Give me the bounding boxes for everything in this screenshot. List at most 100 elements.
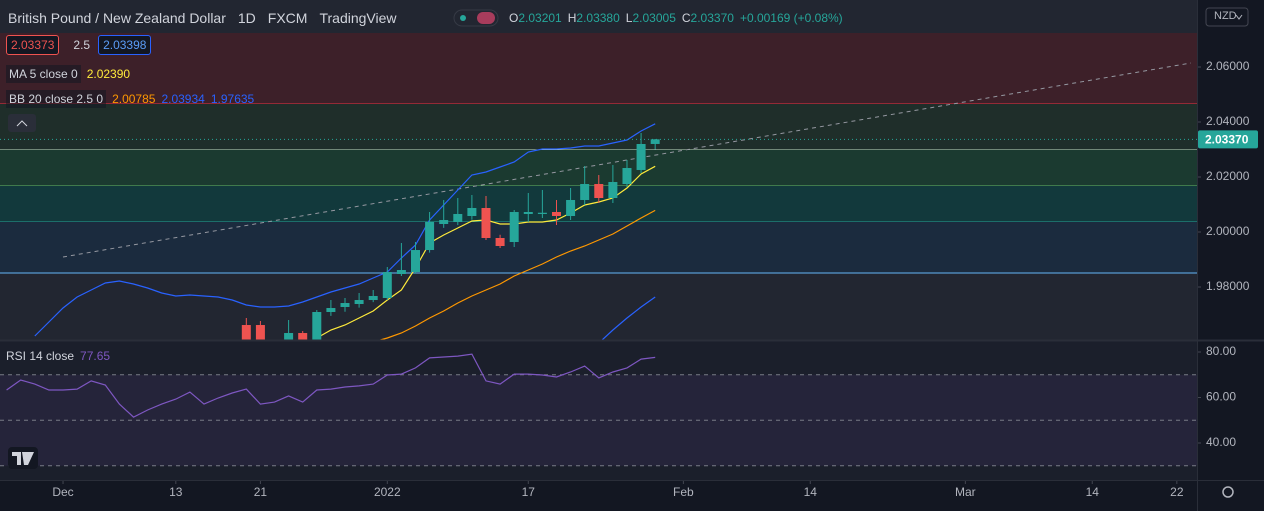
rsi-line <box>6 353 656 418</box>
x-tick-label: 17 <box>522 485 536 499</box>
indicator-legend: MA 5 close 0 2.02390 <box>6 65 260 83</box>
candle-body <box>396 270 406 274</box>
candle-body <box>354 300 364 305</box>
ask[interactable]: 2.03398 <box>98 35 152 55</box>
status-flag <box>477 12 495 24</box>
candle-body <box>255 325 265 340</box>
logo-mark <box>12 452 34 465</box>
last-price-label: 2.03370 <box>1205 132 1249 146</box>
currency: NZD <box>1214 10 1243 22</box>
x-tick-label: 21 <box>254 485 268 499</box>
x-tick-label: 14 <box>1086 485 1100 499</box>
x-tick-label: 22 <box>1170 485 1184 499</box>
currency-caret <box>1235 14 1243 20</box>
source: FXCM <box>267 10 308 26</box>
indicator-value: 2.00785 <box>112 92 156 106</box>
candle-body <box>509 212 519 243</box>
candle-body <box>312 312 322 340</box>
currency-label: NZD <box>1214 10 1237 22</box>
candle-body <box>368 295 378 301</box>
ohlc-label: H <box>567 11 577 25</box>
y-tick-label: 2.00000 <box>1206 224 1250 238</box>
y-tick-label: 60.00 <box>1206 390 1236 404</box>
indicator-value: 2.02390 <box>86 67 131 81</box>
x-tick-label: Dec <box>52 485 73 499</box>
y-tick-label: 40.00 <box>1206 435 1236 449</box>
indicator-line <box>601 296 656 340</box>
ohlc-label: O <box>509 11 519 25</box>
ohlc-value: 2.03005 <box>632 11 676 25</box>
x-tick-label: 14 <box>804 485 818 499</box>
candle-body <box>241 325 251 340</box>
candle-body <box>580 184 590 200</box>
ohlc: O 2.03201 H 2.03380 L 2.03005 C 2.03370 +0.0… <box>509 11 849 25</box>
candle-body <box>425 221 435 251</box>
candle-body <box>622 168 632 185</box>
trend-line <box>62 62 1191 258</box>
x-tick-label: Feb <box>673 485 694 499</box>
candle-body <box>594 184 604 199</box>
candle-body <box>537 212 547 214</box>
candle-body <box>453 213 463 222</box>
symbol: British Pound / New Zealand Dollar <box>8 10 226 26</box>
indicator-value: 1.97635 <box>210 92 255 106</box>
candle-body <box>481 207 491 238</box>
indicator-value: 2.03934 <box>161 92 205 106</box>
y-tick-label: 2.04000 <box>1206 114 1250 128</box>
spread: 2.5 <box>73 38 91 52</box>
rsi-plot <box>0 353 1197 467</box>
rsi-value: 77.65 <box>80 349 111 363</box>
y-tick-label: 2.06000 <box>1206 59 1250 73</box>
header: British Pound / New Zealand Dollar 1D FX… <box>8 10 403 26</box>
zone <box>0 33 1197 104</box>
collapse-button[interactable] <box>8 114 36 132</box>
candle-body <box>650 139 660 144</box>
indicator-legends: MA 5 close 0 2.02390 BB 20 close 2.5 0 2.00… <box>6 65 260 115</box>
candle-body <box>566 199 576 216</box>
market-status <box>460 15 466 21</box>
indicator-name: BB 20 close 2.5 0 <box>6 90 107 108</box>
settings-icon[interactable] <box>1222 486 1234 498</box>
ohlc-value: 2.03380 <box>576 11 620 25</box>
candle-body <box>298 333 308 340</box>
change: +0.00169 (+0.08%) <box>739 11 843 25</box>
candle-body <box>608 182 618 199</box>
y-tick-label: 1.98000 <box>1206 279 1250 293</box>
candle-body <box>551 212 561 216</box>
candle-body <box>340 303 350 307</box>
status-toggle[interactable] <box>453 9 499 27</box>
last-price-badge <box>1198 130 1258 149</box>
ohlc-label: C <box>681 11 691 25</box>
interval: 1D <box>237 10 256 26</box>
candle-body <box>382 272 392 299</box>
rsi-band <box>0 374 1197 466</box>
ohlc-label: L <box>625 11 633 25</box>
currency-button[interactable] <box>1205 7 1249 27</box>
indicator-name: MA 5 close 0 <box>6 65 81 83</box>
y-tick-label: 80.00 <box>1206 344 1236 358</box>
indicator-line <box>378 209 656 340</box>
indicator-legend: BB 20 close 2.5 0 2.00785 2.03934 1.97635 <box>6 90 260 108</box>
bid[interactable]: 2.03373 <box>6 35 60 55</box>
axes: 2.06000 2.04000 2.02000 2.00000 1.98000 2.033… <box>52 59 1258 499</box>
indicator-line <box>34 123 656 337</box>
candle-body <box>284 333 294 340</box>
ohlc-value: 2.03370 <box>690 11 734 25</box>
x-tick-label: 2022 <box>374 485 401 499</box>
candle-body <box>326 308 336 313</box>
y-tick-label: 2.02000 <box>1206 169 1250 183</box>
x-tick-label: 13 <box>169 485 183 499</box>
candle-body <box>467 207 477 216</box>
candle-body <box>636 143 646 170</box>
rsi-legend: RSI 14 close 77.65 <box>6 349 116 363</box>
candle-body <box>495 237 505 247</box>
candle-body <box>410 250 420 273</box>
x-tick-label: Mar <box>955 485 976 499</box>
zone <box>0 221 1197 274</box>
rsi-name: RSI 14 close <box>6 349 75 363</box>
collapse-icon <box>16 120 28 127</box>
candle-body <box>439 220 449 224</box>
zone <box>0 103 1197 150</box>
